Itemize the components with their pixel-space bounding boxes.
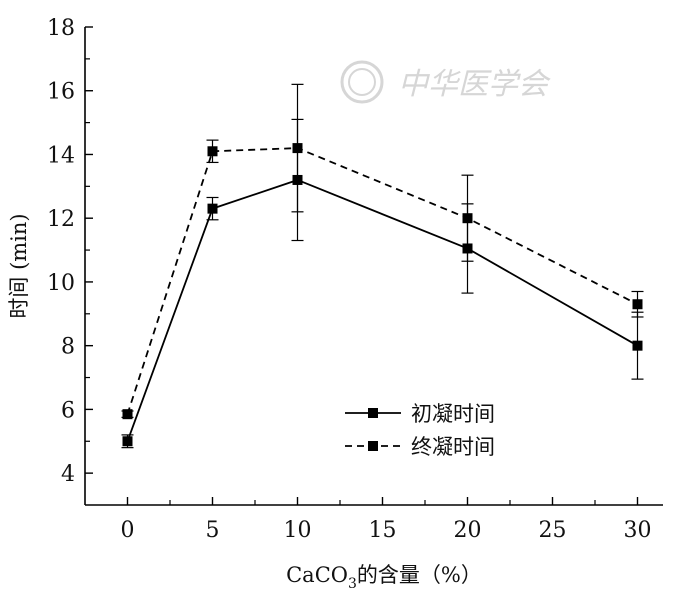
watermark-seal-icon [340,60,384,104]
x-tick-label: 25 [539,518,567,543]
x-tick-label: 10 [284,518,312,543]
x-axis-title-subscript: 3 [348,576,357,592]
legend-marker-1 [368,408,378,418]
y-tick-label: 6 [61,398,75,423]
series-line-2 [126,147,638,415]
data-point-series-2 [632,299,643,310]
y-tick-label: 14 [47,143,75,168]
y-tick-label: 16 [47,80,75,105]
data-point-series-1 [632,340,643,351]
error-bars [121,83,644,449]
data-point-series-1 [292,174,303,185]
y-tick-label: 18 [47,16,75,41]
data-point-series-2 [292,143,303,154]
data-point-series-2 [462,213,473,224]
x-axis-title: CaCO3的含量（%） [286,563,482,592]
x-tick-label: 15 [369,518,397,543]
y-tick-label: 4 [61,462,75,487]
x-axis-title-suffix: 的含量（%） [357,563,482,587]
y-tick-label: 10 [47,271,75,296]
axes: 4 6 8 10 12 14 16 18 0 5 10 15 20 25 30 [47,16,663,543]
data-point-series-2 [207,146,218,157]
y-tick-label: 12 [47,207,75,232]
x-tick-label: 5 [206,518,220,543]
legend-label-2: 终凝时间 [411,435,495,459]
x-tick-label: 0 [121,518,135,543]
y-axis-title: 时间 (min) [7,213,31,318]
legend-label-1: 初凝时间 [411,402,495,426]
data-point-series-1 [122,436,133,447]
x-axis-title-main: CaCO [286,563,348,587]
watermark-seal-inner-icon [348,68,376,96]
y-tick-label: 8 [61,335,75,360]
data-point-series-2 [122,409,133,420]
series-markers [122,143,643,447]
x-tick-label: 20 [454,518,482,543]
watermark: 中华医学会 [340,60,551,104]
data-point-series-1 [462,243,473,254]
series-line-1 [126,179,638,442]
data-point-series-1 [207,203,218,214]
series-lines [126,147,638,442]
x-tick-label: 30 [624,518,652,543]
legend-marker-2 [368,441,378,451]
watermark-text: 中华医学会 [398,67,551,102]
